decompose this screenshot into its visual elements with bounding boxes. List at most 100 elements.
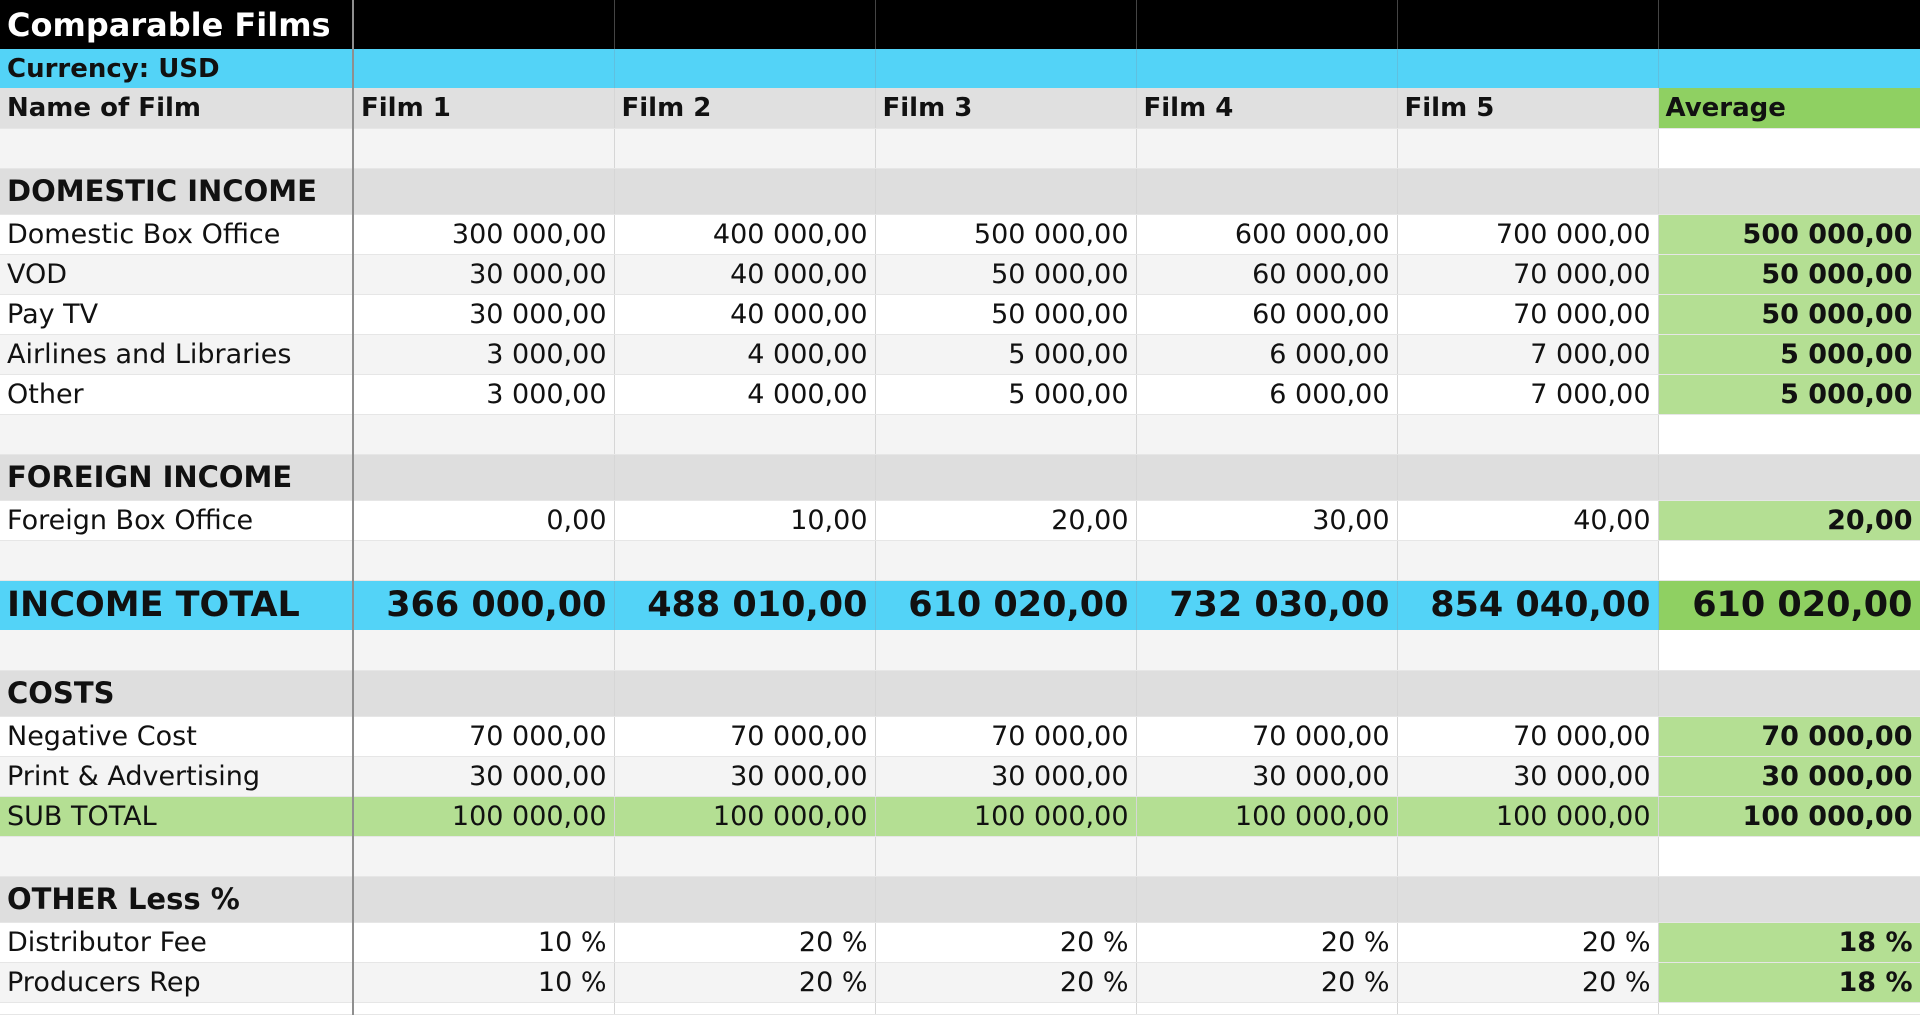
average-value[interactable]: 20,00 (1658, 500, 1920, 541)
cell[interactable] (1397, 540, 1659, 581)
subtotal-value[interactable]: 100 000,00 (353, 796, 615, 837)
cell-value[interactable]: 40 000,00 (614, 294, 876, 335)
cell[interactable] (1136, 168, 1398, 215)
header-name-of-film[interactable]: Name of Film (0, 88, 354, 129)
cell-value[interactable]: 20 % (1136, 922, 1398, 963)
subtotal-value[interactable]: 100 000,00 (614, 796, 876, 837)
cell-value[interactable]: 5 000,00 (875, 374, 1137, 415)
income-total-value[interactable]: 610 020,00 (875, 580, 1137, 630)
section-title-other-less[interactable]: OTHER Less % (0, 876, 354, 923)
cell-value[interactable]: 30 000,00 (614, 756, 876, 797)
cell[interactable] (353, 876, 615, 923)
cell-value[interactable]: 50 000,00 (875, 294, 1137, 335)
cell[interactable] (1658, 128, 1920, 169)
cell[interactable] (1136, 670, 1398, 717)
cell-value[interactable]: 4 000,00 (614, 334, 876, 375)
cell-value[interactable]: 20 % (875, 962, 1137, 1003)
cell[interactable] (875, 0, 1137, 49)
cell-value[interactable]: 10 % (353, 922, 615, 963)
cell[interactable] (1397, 836, 1659, 877)
cell-value[interactable]: 20 % (1136, 962, 1398, 1003)
row-label[interactable]: Domestic Box Office (0, 214, 354, 255)
cell[interactable] (1136, 630, 1398, 671)
header-film-5[interactable]: Film 5 (1397, 88, 1659, 129)
cell[interactable] (614, 836, 876, 877)
cell-value[interactable]: 70 000,00 (1397, 716, 1659, 757)
cell-value[interactable]: 40 000,00 (614, 254, 876, 295)
cell-value[interactable]: 30 000,00 (353, 254, 615, 295)
subtotal-value[interactable]: 100 000,00 (1397, 796, 1659, 837)
row-label[interactable]: Negative Cost (0, 716, 354, 757)
cell[interactable] (875, 454, 1137, 501)
header-film-2[interactable]: Film 2 (614, 88, 876, 129)
cell[interactable] (1136, 540, 1398, 581)
cell[interactable] (614, 1002, 876, 1015)
cell[interactable] (875, 836, 1137, 877)
cell[interactable] (0, 540, 354, 581)
row-label[interactable]: Foreign Box Office (0, 500, 354, 541)
cell[interactable] (0, 414, 354, 455)
row-label[interactable]: Airlines and Libraries (0, 334, 354, 375)
cell[interactable] (1397, 168, 1659, 215)
cell-value[interactable]: 20 % (1397, 922, 1659, 963)
cell-value[interactable]: 70 000,00 (1397, 294, 1659, 335)
cell-value[interactable]: 70 000,00 (614, 716, 876, 757)
cell-value[interactable]: 70 000,00 (1397, 254, 1659, 295)
cell[interactable] (353, 168, 615, 215)
cell[interactable] (875, 49, 1137, 88)
cell-value[interactable]: 30 000,00 (353, 756, 615, 797)
average-value[interactable]: 50 000,00 (1658, 294, 1920, 335)
section-title-foreign-income[interactable]: FOREIGN INCOME (0, 454, 354, 501)
cell-value[interactable]: 6 000,00 (1136, 334, 1398, 375)
header-film-3[interactable]: Film 3 (875, 88, 1137, 129)
income-total-value[interactable]: 854 040,00 (1397, 580, 1659, 630)
cell[interactable] (0, 128, 354, 169)
cell[interactable] (1397, 0, 1659, 49)
cell-value[interactable]: 20,00 (875, 500, 1137, 541)
header-film-4[interactable]: Film 4 (1136, 88, 1398, 129)
cell-value[interactable]: 40,00 (1397, 500, 1659, 541)
row-label[interactable]: Other (0, 374, 354, 415)
cell[interactable] (1136, 414, 1398, 455)
cell[interactable] (353, 836, 615, 877)
cell-value[interactable]: 3 000,00 (353, 374, 615, 415)
income-total-value[interactable]: 366 000,00 (353, 580, 615, 630)
cell[interactable] (614, 876, 876, 923)
cell[interactable] (1397, 630, 1659, 671)
average-value[interactable]: 70 000,00 (1658, 716, 1920, 757)
cell[interactable] (1658, 670, 1920, 717)
cell-value[interactable]: 30 000,00 (1397, 756, 1659, 797)
cell[interactable] (1397, 670, 1659, 717)
cell-value[interactable]: 60 000,00 (1136, 254, 1398, 295)
cell[interactable] (1136, 128, 1398, 169)
cell[interactable] (875, 1002, 1137, 1015)
cell[interactable] (353, 0, 615, 49)
cell[interactable] (353, 1002, 615, 1015)
cell[interactable] (1136, 454, 1398, 501)
cell[interactable] (1658, 414, 1920, 455)
cell[interactable] (614, 0, 876, 49)
cell-value[interactable]: 20 % (614, 962, 876, 1003)
section-title-costs[interactable]: COSTS (0, 670, 354, 717)
cell[interactable] (353, 630, 615, 671)
cell-value[interactable]: 70 000,00 (875, 716, 1137, 757)
cell[interactable] (353, 128, 615, 169)
cell[interactable] (875, 128, 1137, 169)
cell[interactable] (1136, 836, 1398, 877)
cell[interactable] (1136, 49, 1398, 88)
cell-value[interactable]: 50 000,00 (875, 254, 1137, 295)
cell-value[interactable]: 20 % (875, 922, 1137, 963)
cell[interactable] (614, 630, 876, 671)
cell[interactable] (1397, 414, 1659, 455)
cell[interactable] (1136, 0, 1398, 49)
cell[interactable] (353, 49, 615, 88)
cell[interactable] (875, 876, 1137, 923)
cell-value[interactable]: 30 000,00 (353, 294, 615, 335)
cell[interactable] (875, 168, 1137, 215)
cell[interactable] (0, 836, 354, 877)
cell[interactable] (353, 414, 615, 455)
income-total-average[interactable]: 610 020,00 (1658, 580, 1920, 630)
cell-value[interactable]: 30 000,00 (1136, 756, 1398, 797)
row-label[interactable]: Producers Rep (0, 962, 354, 1003)
cell-value[interactable]: 700 000,00 (1397, 214, 1659, 255)
